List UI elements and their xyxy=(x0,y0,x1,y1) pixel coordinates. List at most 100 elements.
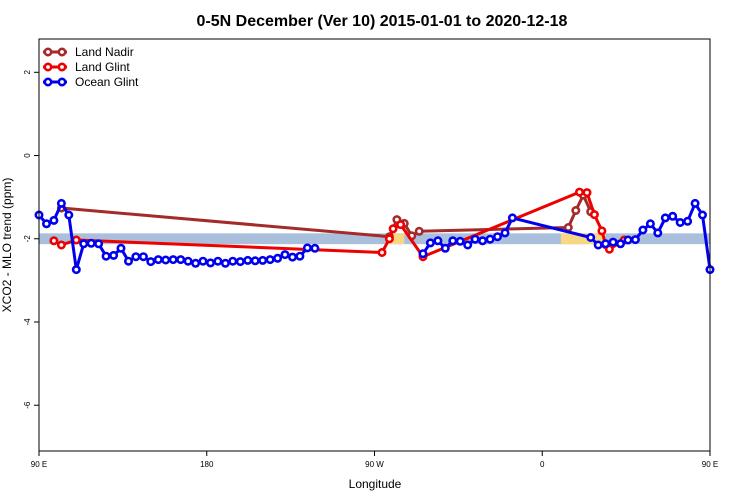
data-point xyxy=(191,258,201,268)
data-point xyxy=(597,226,607,236)
data-point xyxy=(668,211,678,221)
data-point xyxy=(433,236,443,246)
data-point xyxy=(161,255,171,265)
data-point xyxy=(418,249,428,259)
legend-swatch-marker xyxy=(43,47,53,57)
data-point xyxy=(49,215,59,225)
plot-area xyxy=(34,38,715,452)
data-point xyxy=(582,188,592,198)
data-point xyxy=(690,198,700,208)
data-point xyxy=(574,187,584,197)
reference-band xyxy=(39,233,710,245)
data-point xyxy=(198,256,208,266)
data-point xyxy=(638,225,648,235)
data-point xyxy=(153,255,163,265)
legend-label: Land Glint xyxy=(75,60,130,74)
data-point xyxy=(94,239,104,249)
data-point xyxy=(302,243,312,253)
band-land xyxy=(385,233,405,245)
data-point xyxy=(697,210,707,220)
data-point xyxy=(86,238,96,248)
y-axis: 2 0 -2 -4 -6 xyxy=(23,70,39,409)
data-point xyxy=(250,256,260,266)
data-point xyxy=(124,256,134,266)
data-point xyxy=(485,234,495,244)
data-point xyxy=(660,213,670,223)
data-point xyxy=(630,235,640,245)
data-point xyxy=(176,255,186,265)
data-point xyxy=(507,213,517,223)
legend-label: Ocean Glint xyxy=(75,75,139,89)
x-axis-title: Longitude xyxy=(349,477,402,491)
legend-item: Land Nadir xyxy=(43,45,134,59)
data-point xyxy=(615,239,625,249)
data-point xyxy=(168,255,178,265)
data-point xyxy=(396,220,406,230)
data-point xyxy=(71,265,81,275)
data-point xyxy=(683,216,693,226)
legend-swatch-marker xyxy=(57,62,67,72)
y-tick-label: -4 xyxy=(23,318,32,326)
data-point xyxy=(463,240,473,250)
data-point xyxy=(455,236,465,246)
data-point xyxy=(71,235,81,245)
x-tick-label: 90 E xyxy=(702,460,718,469)
data-point xyxy=(213,256,223,266)
data-point xyxy=(131,252,141,262)
data-point xyxy=(589,210,599,220)
data-point xyxy=(500,228,510,238)
data-point xyxy=(425,238,435,248)
legend-swatch-marker xyxy=(57,77,67,87)
data-point xyxy=(220,258,230,268)
data-point xyxy=(265,255,275,265)
legend-label: Land Nadir xyxy=(75,45,134,59)
data-point xyxy=(440,243,450,253)
data-point xyxy=(116,243,126,253)
data-point xyxy=(470,234,480,244)
data-point xyxy=(448,236,458,246)
data-point xyxy=(109,250,119,260)
legend-item: Land Glint xyxy=(43,60,130,74)
data-point xyxy=(623,235,633,245)
data-point xyxy=(608,237,618,247)
y-tick-label: -2 xyxy=(23,235,32,243)
data-point xyxy=(56,240,66,250)
y-tick-label: 2 xyxy=(23,70,32,75)
band-ocean xyxy=(39,233,710,245)
data-point xyxy=(79,239,89,249)
band-land xyxy=(560,233,606,245)
data-point xyxy=(56,198,66,208)
data-point xyxy=(310,243,320,253)
data-point xyxy=(273,253,283,263)
data-point xyxy=(384,234,394,244)
data-point xyxy=(258,255,268,265)
data-point xyxy=(563,223,573,233)
data-point xyxy=(280,250,290,260)
data-point xyxy=(287,252,297,262)
data-point xyxy=(593,240,603,250)
y-axis-title: XCO2 - MLO trend (ppm) xyxy=(0,178,14,313)
data-point xyxy=(377,248,387,258)
x-tick-label: 90 E xyxy=(31,460,47,469)
legend-item: Ocean Glint xyxy=(43,75,139,89)
data-point xyxy=(645,219,655,229)
data-point xyxy=(228,256,238,266)
data-point xyxy=(492,232,502,242)
data-point xyxy=(206,258,216,268)
y-tick-label: 0 xyxy=(23,153,32,158)
data-point xyxy=(41,219,51,229)
data-point xyxy=(101,251,111,261)
data-point xyxy=(414,226,424,236)
y-tick-label: -6 xyxy=(23,401,32,409)
data-point xyxy=(653,228,663,238)
data-point xyxy=(49,236,59,246)
series-layer xyxy=(34,187,715,275)
legend-swatch-marker xyxy=(57,47,67,57)
chart-title: 0-5N December (Ver 10) 2015-01-01 to 202… xyxy=(197,13,568,30)
data-point xyxy=(243,255,253,265)
data-point xyxy=(586,233,596,243)
data-point xyxy=(675,218,685,228)
data-point xyxy=(478,236,488,246)
x-tick-label: 0 xyxy=(540,460,545,469)
